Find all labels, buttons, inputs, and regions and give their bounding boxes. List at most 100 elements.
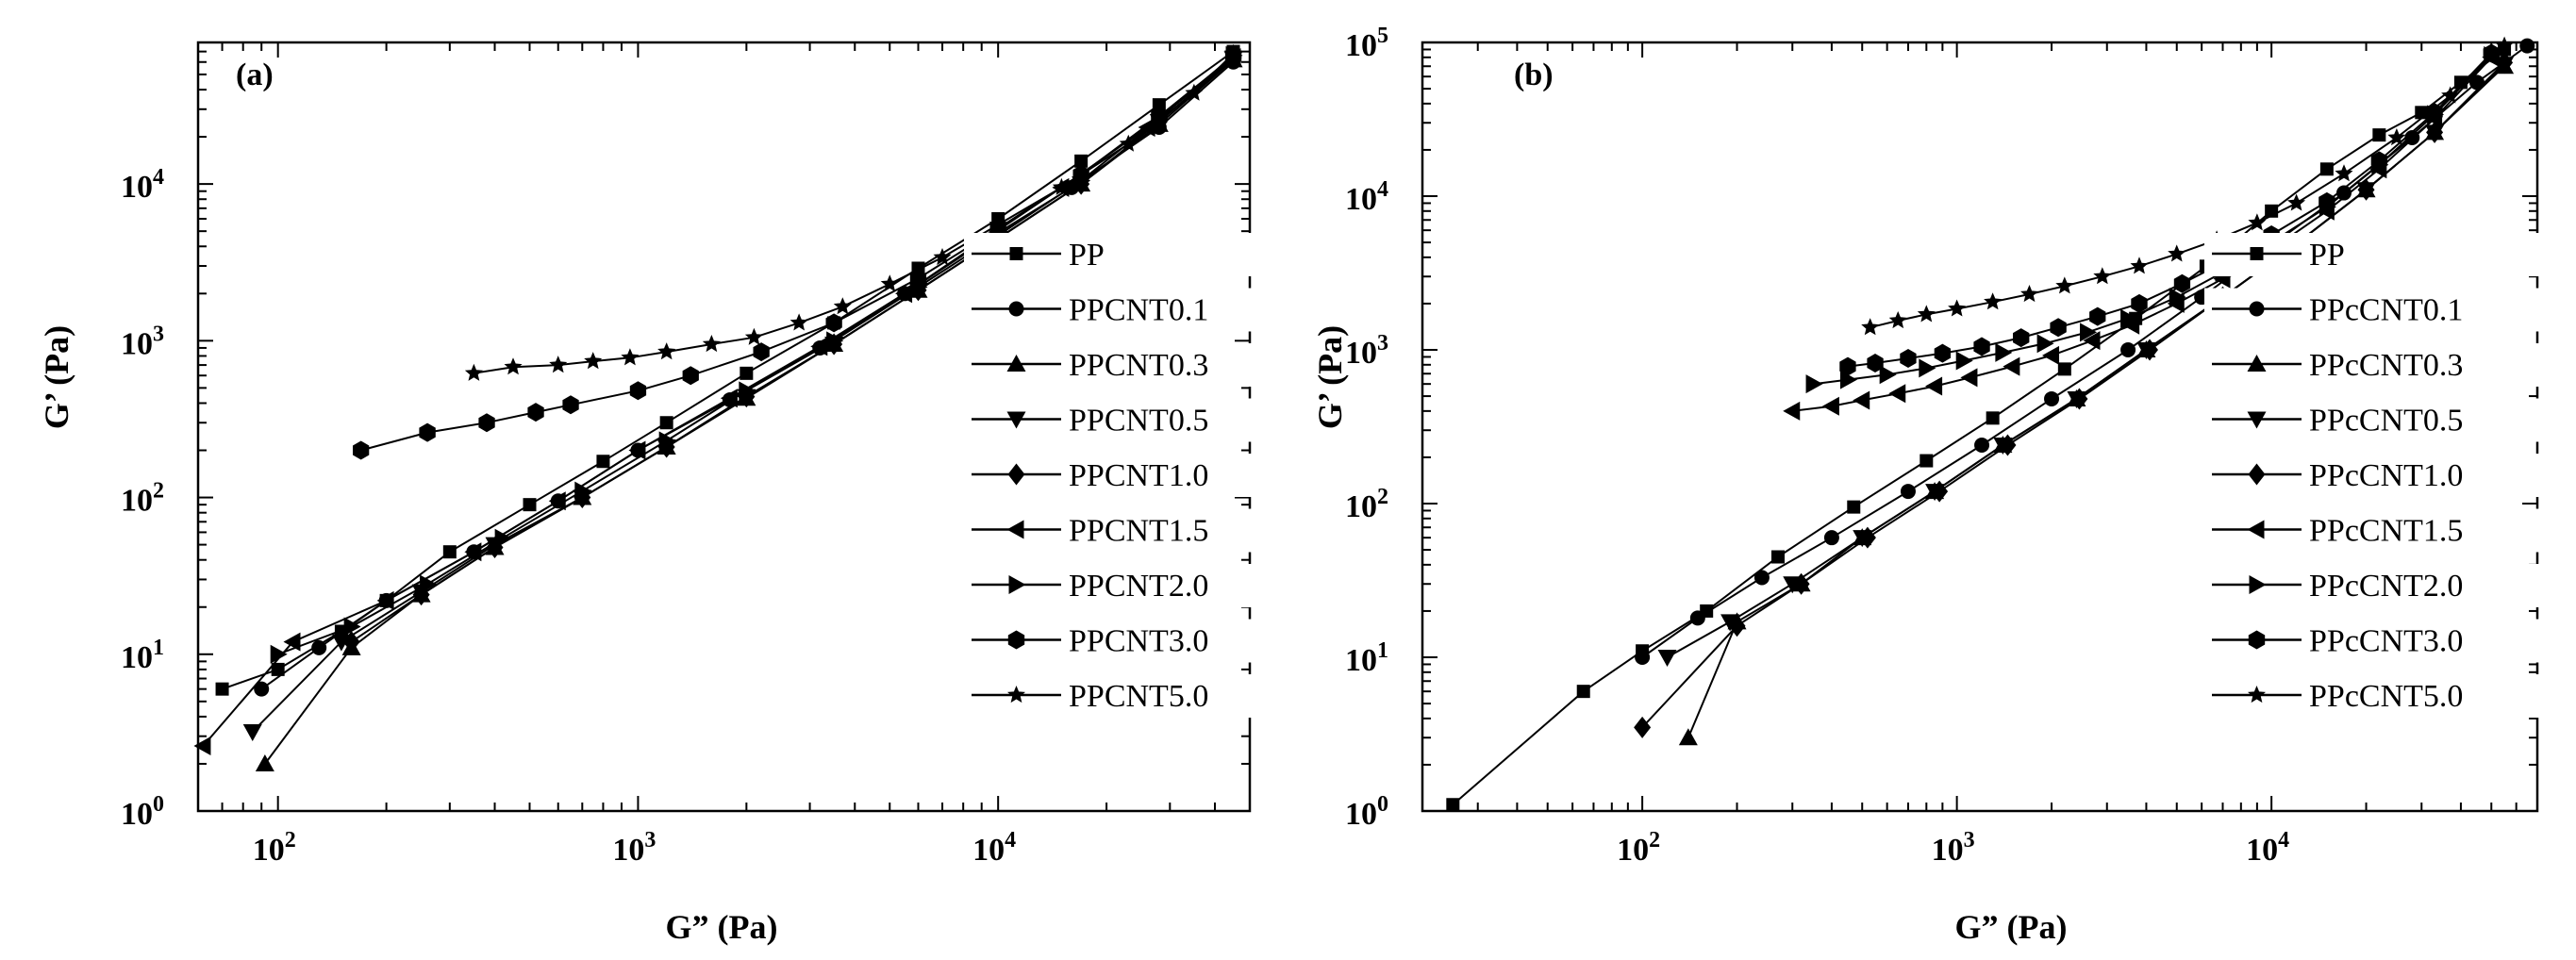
data-point: [658, 431, 676, 451]
data-point: [343, 617, 361, 637]
data-point: [1919, 358, 1936, 378]
series-line: [351, 57, 1235, 643]
data-point: [464, 542, 482, 562]
data-point: [2020, 285, 2038, 303]
data-point: [2370, 151, 2387, 171]
chart-panel-b: G” (Pa) G’ (Pa) 102 103 104 100 101 102 103 104…: [1311, 24, 2576, 946]
data-point: [2287, 193, 2306, 211]
x-axis-title-a: G” (Pa): [666, 908, 778, 946]
data-point: [2044, 390, 2060, 406]
data-point: [1974, 438, 1990, 454]
data-point: [2093, 267, 2112, 285]
data-point: [629, 381, 647, 401]
data-point: [353, 440, 370, 460]
legend-marker: [2250, 247, 2264, 260]
legend-label: PPCNT2.0: [1069, 569, 1208, 604]
data-point: [1888, 311, 1907, 329]
data-point: [1900, 484, 1916, 500]
data-point: [596, 455, 610, 469]
legend-label: PPcCNT0.5: [2309, 404, 2463, 439]
legend-marker: [2248, 630, 2266, 650]
data-point: [2003, 356, 2020, 376]
y-tick-label: 102: [1345, 485, 1388, 524]
series-PPcCNT5.0: [1861, 36, 2514, 336]
data-point: [880, 274, 899, 292]
data-point: [2248, 213, 2267, 231]
data-point: [2387, 128, 2406, 146]
data-point: [1861, 318, 1880, 336]
y-tick-label: 104: [1345, 177, 1388, 217]
y-tick-label: 103: [121, 322, 164, 361]
y-tick-label: 101: [121, 636, 164, 675]
data-point: [2441, 86, 2460, 104]
series-line: [1641, 44, 2528, 658]
data-point: [1925, 376, 1943, 396]
series-PP: [1446, 42, 2512, 812]
data-point: [2483, 43, 2500, 63]
legend-label: PP: [1069, 238, 1105, 273]
data-point: [311, 639, 327, 655]
legend-label: PPcCNT5.0: [2309, 679, 2463, 714]
data-point: [574, 481, 592, 501]
x-tick-label: 103: [1932, 828, 1975, 868]
legend-marker: [1006, 411, 1026, 429]
panel-label-b: (b): [1514, 58, 1554, 92]
data-point: [255, 753, 274, 771]
data-point: [2057, 362, 2071, 376]
data-point: [1973, 337, 1990, 356]
data-point: [1119, 134, 1138, 152]
legend-label: PPCNT5.0: [1069, 679, 1208, 714]
legend-label: PPcCNT1.5: [2309, 514, 2463, 549]
data-point: [1900, 349, 1917, 368]
data-point: [1847, 500, 1861, 514]
legend-marker: [2247, 520, 2265, 539]
data-point: [1728, 615, 1746, 637]
legend-marker: [1006, 520, 1024, 539]
data-point: [1792, 572, 1810, 595]
data-point: [1931, 480, 1949, 503]
data-point: [442, 545, 457, 559]
data-point: [2055, 276, 2074, 294]
data-point: [659, 416, 673, 430]
data-point: [2168, 244, 2186, 262]
data-point: [254, 681, 270, 697]
data-point: [419, 422, 436, 442]
data-point: [478, 413, 495, 433]
series-PPcCNT2.0: [1805, 46, 2501, 394]
data-point: [342, 631, 360, 654]
data-point: [753, 342, 770, 362]
data-point: [682, 366, 699, 386]
data-point: [270, 644, 288, 664]
data-point: [1753, 570, 1770, 586]
data-point: [810, 337, 828, 356]
data-point: [242, 724, 262, 742]
data-point: [1151, 107, 1168, 126]
legend-label: PPcCNT1.0: [2309, 458, 2463, 493]
data-point: [1185, 83, 1204, 101]
data-point: [833, 297, 852, 315]
data-point: [1879, 365, 1897, 385]
legend-label: PPCNT1.5: [1069, 514, 1208, 549]
data-point: [2372, 128, 2386, 142]
data-point: [1635, 650, 1651, 665]
data-point: [1934, 343, 1951, 363]
legend-marker: [1007, 630, 1025, 650]
legend-marker: [2247, 411, 2267, 429]
series-PPcCNT0.1: [1635, 38, 2535, 665]
legend-label: PPCNT0.3: [1069, 348, 1208, 383]
data-point: [1955, 351, 1973, 371]
legend-marker: [1008, 575, 1026, 594]
data-point: [1986, 411, 2000, 425]
data-point: [2070, 388, 2088, 410]
data-point: [2426, 103, 2443, 123]
data-point: [1839, 356, 1856, 376]
legend-marker: [1008, 301, 1024, 317]
data-point: [2335, 164, 2353, 182]
y-tick-label: 103: [1345, 331, 1388, 371]
data-point: [1224, 43, 1242, 61]
legend-marker: [2249, 575, 2267, 594]
legend-marker: [2248, 686, 2266, 703]
legend: PP PPCNT0.1 PPCNT0.3 PPCNT0.5 PPCNT1.0 PPCNT1…: [964, 233, 1365, 718]
data-point: [2426, 121, 2444, 143]
